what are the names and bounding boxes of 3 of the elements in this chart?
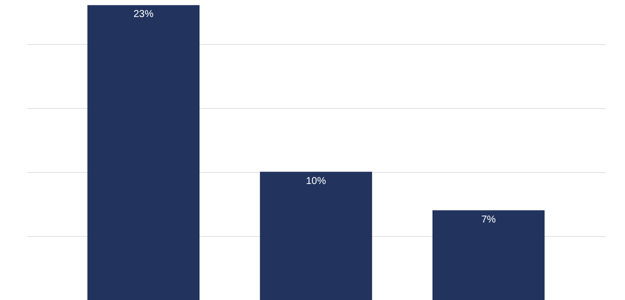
- data-label: 10%: [306, 176, 326, 187]
- data-label: 7%: [481, 214, 496, 226]
- data-label: 23%: [133, 9, 154, 20]
